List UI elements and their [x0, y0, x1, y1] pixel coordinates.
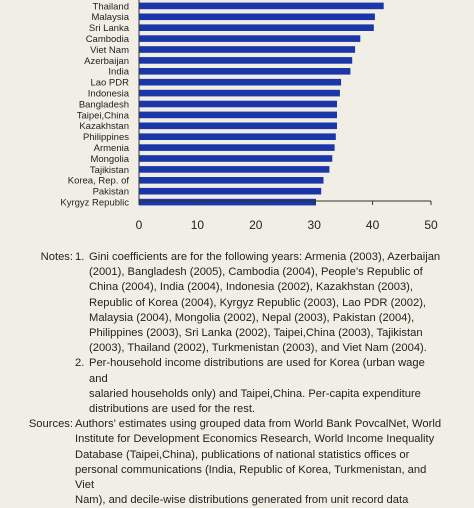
notes-line: Per-household income distributions are u…	[89, 357, 425, 385]
bar-tajikistan	[139, 166, 330, 173]
sources-line: Nam), and decile-wise distributions gene…	[75, 494, 409, 507]
category-label: Sri Lanka	[89, 23, 130, 34]
notes-line: (2003), Thailand (2002), Turkmenistan (2…	[89, 342, 427, 355]
bar-chart: TurkmenistanThailandMalaysiaSri LankaCam…	[60, 0, 438, 232]
bar-azerbaijan	[139, 57, 353, 64]
bar-taipei-china	[139, 111, 337, 119]
notes-item-number: 2.	[75, 357, 85, 370]
bar-cambodia	[139, 35, 361, 42]
bar-pakistan	[139, 187, 322, 195]
category-label: Mongolia	[90, 154, 129, 165]
sources-line: personal communications (India, Republic…	[75, 463, 427, 492]
category-label: Bangladesh	[79, 99, 129, 110]
x-tick-label: 30	[308, 218, 322, 232]
notes-item-2: 2. Per-household income distributions ar…	[0, 356, 474, 417]
notes-line: Gini coefficients are for the following …	[89, 251, 441, 263]
category-label: Armenia	[94, 143, 130, 154]
category-label: India	[108, 67, 129, 78]
category-label: Kazakhstan	[79, 121, 129, 132]
bar-lao-pdr	[139, 78, 342, 86]
bar-malaysia	[139, 13, 375, 21]
sources-line: Institute for Development Economics Rese…	[75, 433, 435, 446]
notes-line: distributions are used for the rest.	[89, 403, 256, 416]
notes-item-1: Notes: 1. Gini coefficients are for the …	[0, 250, 474, 356]
sources-text: Authors’ estimates using grouped data fr…	[75, 417, 474, 508]
x-tick-label: 40	[366, 218, 380, 232]
bar-kyrgyz-republic	[139, 198, 316, 206]
category-label: Thailand	[93, 1, 129, 12]
bar-sri-lanka	[139, 24, 374, 31]
notes-item-number: 1.	[75, 251, 85, 263]
x-tick-label: 0	[136, 218, 143, 232]
bar-thailand	[139, 2, 384, 10]
sources-label: Sources:	[28, 418, 73, 431]
category-label: Indonesia	[88, 89, 130, 100]
category-label: Pakistan	[93, 187, 129, 198]
notes-line: Philippines (2003), Sri Lanka (2002), Ta…	[89, 327, 423, 340]
category-label: Kyrgyz Republic	[60, 198, 129, 209]
notes-label: Notes:	[40, 251, 73, 263]
bar-viet-nam	[139, 46, 356, 53]
bar-kazakhstan	[139, 122, 337, 130]
category-label: Lao PDR	[90, 78, 129, 89]
category-label: Cambodia	[86, 34, 130, 45]
notes-section: Notes: 1. Gini coefficients are for the …	[0, 250, 474, 508]
x-tick-label: 10	[191, 218, 205, 232]
category-label: Philippines	[83, 132, 129, 143]
notes-line: China (2004), India (2004), Indonesia (2…	[89, 281, 414, 294]
sources: Sources: Authors’ estimates using groupe…	[0, 417, 474, 508]
category-label: Tajikistan	[90, 165, 129, 176]
sources-line: Database (Taipei,China), publications of…	[75, 448, 410, 461]
notes-item-text: Per-household income distributions are u…	[89, 356, 474, 417]
category-label: Korea, Rep. of	[68, 176, 130, 187]
bar-mongolia	[139, 155, 333, 162]
notes-line: Malaysia (2004), Mongolia (2002), Nepal …	[89, 311, 415, 324]
notes-line: (2001), Bangladesh (2005), Cambodia (200…	[89, 266, 423, 279]
category-label: Viet Nam	[90, 45, 129, 56]
bar-korea-rep-of	[139, 177, 324, 184]
bar-armenia	[139, 144, 335, 151]
notes-line: Republic of Korea (2004), Kyrgyz Republi…	[89, 296, 427, 309]
bar-indonesia	[139, 89, 340, 97]
sources-line: Authors’ estimates using grouped data fr…	[75, 418, 442, 431]
category-label: Taipei,China	[77, 110, 130, 121]
x-tick-label: 20	[249, 218, 263, 232]
bar-bangladesh	[139, 100, 337, 108]
x-tick-label: 50	[424, 218, 438, 232]
category-label: Turkmenistan	[72, 0, 129, 1]
bar-india	[139, 68, 351, 75]
notes-line: salaried households only) and Taipei,Chi…	[89, 387, 421, 400]
notes-item-text: Gini coefficients are for the following …	[89, 250, 474, 356]
bar-philippines	[139, 133, 336, 140]
category-label: Azerbaijan	[84, 56, 129, 67]
category-label: Malaysia	[92, 12, 130, 23]
